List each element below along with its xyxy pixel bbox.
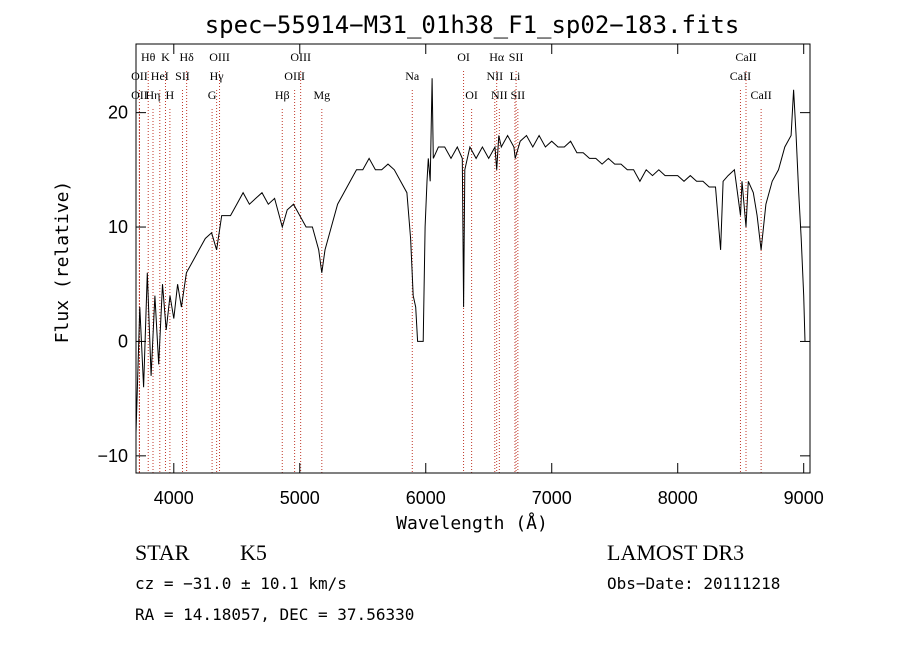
line-label-24: SII — [511, 88, 526, 102]
x-tick-label-2: 6000 — [406, 488, 446, 508]
line-label-14: Hβ — [275, 88, 290, 102]
line-label-18: OI — [465, 88, 478, 102]
line-label-3: Hη — [146, 88, 161, 102]
line-label-17: OI — [457, 50, 470, 64]
line-label-22: Li — [510, 69, 521, 83]
x-axis-label: Wavelength (Å) — [396, 512, 548, 534]
x-tick-label-4: 8000 — [658, 488, 698, 508]
line-label-25: CaII — [735, 50, 756, 64]
line-label-11: G — [208, 88, 217, 102]
line-label-12: OIII — [290, 50, 311, 64]
line-label-8: H — [166, 88, 175, 102]
line-label-19: Hα — [489, 50, 505, 64]
line-label-26: CaII — [730, 69, 751, 83]
line-label-23: NII — [491, 88, 508, 102]
line-label-27: CaII — [750, 88, 771, 102]
redshift-cz: cz = −31.0 ± 10.1 km/s — [135, 574, 347, 593]
plot-frame — [135, 43, 811, 474]
x-tick-label-3: 7000 — [532, 488, 572, 508]
line-label-9: OIII — [209, 50, 230, 64]
x-tick-label-0: 4000 — [154, 488, 194, 508]
object-class: STAR — [135, 540, 190, 565]
observation-date: Obs−Date: 20111218 — [607, 574, 780, 593]
line-label-15: Mg — [313, 88, 330, 102]
x-tick-label-5: 9000 — [784, 488, 824, 508]
survey-name: LAMOST DR3 — [607, 540, 744, 565]
y-tick-label-3: 20 — [108, 103, 128, 123]
ra-dec-coordinates: RA = 14.18057, DEC = 37.56330 — [135, 605, 414, 624]
chart-title: spec−55914−M31_01h38_F1_sp02−183.fits — [205, 11, 740, 39]
line-label-1: OII — [131, 69, 148, 83]
line-label-0: Hθ — [141, 50, 156, 64]
line-label-20: SII — [509, 50, 524, 64]
y-tick-label-1: 0 — [118, 331, 128, 351]
line-label-21: NII — [486, 69, 503, 83]
y-tick-label-2: 10 — [108, 217, 128, 237]
y-axis-label: Flux (relative) — [52, 181, 73, 344]
line-label-5: Hδ — [179, 50, 194, 64]
line-label-4: K — [161, 50, 170, 64]
line-label-2: OII — [131, 88, 148, 102]
line-label-13: OIII — [284, 69, 305, 83]
spectrum-line — [135, 78, 806, 434]
y-tick-label-0: −10 — [97, 446, 128, 466]
x-tick-label-1: 5000 — [280, 488, 320, 508]
line-label-6: HeI — [151, 69, 169, 83]
object-subclass: K5 — [240, 540, 267, 565]
line-label-7: SII — [175, 69, 190, 83]
line-label-10: Hγ — [210, 69, 225, 83]
line-label-16: Na — [405, 69, 420, 83]
